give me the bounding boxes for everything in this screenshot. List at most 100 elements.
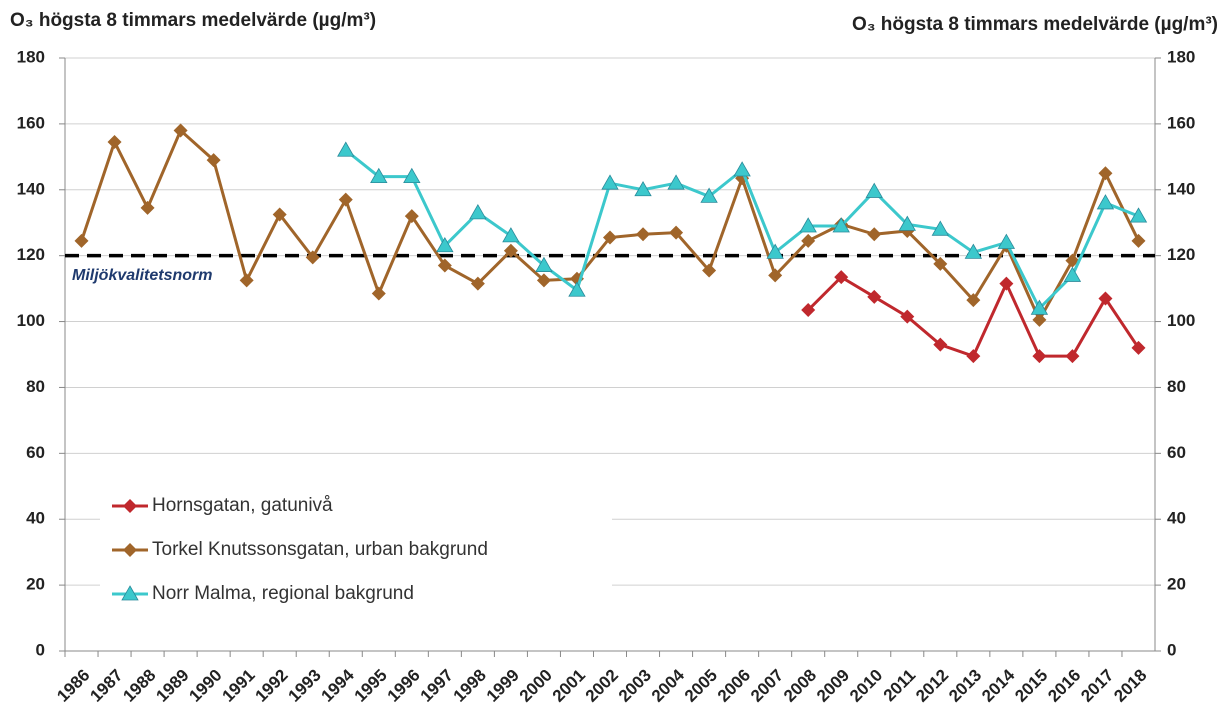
x-tick-label: 1989 [152, 666, 192, 706]
marker [338, 192, 353, 207]
marker [766, 243, 784, 259]
marker [834, 270, 849, 285]
x-tick-label: 1990 [185, 666, 225, 706]
y-tick-label: 80 [26, 377, 45, 396]
marker [123, 499, 137, 513]
marker [1131, 340, 1146, 355]
marker [107, 135, 122, 150]
x-tick-label: 1987 [86, 666, 126, 706]
x-tick-label: 1986 [53, 666, 93, 706]
marker [1063, 266, 1082, 282]
marker [702, 263, 717, 278]
marker [1032, 312, 1047, 327]
marker [966, 349, 981, 364]
x-tick-label: 2002 [582, 666, 622, 706]
marker [470, 276, 485, 291]
y-tick-label: 60 [26, 443, 45, 462]
x-tick-label: 1999 [483, 666, 523, 706]
marker [503, 243, 518, 258]
y2-tick-label: 160 [1167, 113, 1195, 132]
y2-tick-label: 80 [1167, 377, 1186, 396]
marker [1030, 299, 1049, 315]
marker [636, 227, 651, 242]
y2-tick-label: 40 [1167, 509, 1186, 528]
marker [173, 123, 188, 138]
marker [1032, 349, 1047, 364]
marker [867, 289, 882, 304]
y2-tick-label: 20 [1167, 575, 1186, 594]
marker [601, 174, 619, 190]
x-tick-label: 2011 [880, 666, 920, 706]
marker [931, 220, 949, 236]
x-tick-label: 2014 [978, 665, 1019, 706]
marker [867, 227, 882, 242]
legend: Hornsgatan, gatunivå Torkel Knutssonsgata… [100, 483, 612, 618]
y2-tick-label: 180 [1167, 47, 1195, 66]
marker [371, 286, 386, 301]
x-tick-label: 1993 [285, 666, 325, 706]
marker [997, 233, 1016, 249]
x-tick-label: 2001 [549, 666, 589, 706]
x-tick-label: 2016 [1044, 666, 1084, 706]
x-tick-label: 1996 [384, 666, 424, 706]
marker [469, 204, 487, 220]
marker [1098, 291, 1113, 306]
marker [669, 225, 684, 240]
y-tick-label: 100 [17, 311, 45, 330]
marker [964, 243, 983, 259]
marker [1098, 166, 1113, 181]
marker [733, 161, 751, 177]
legend-label: Norr Malma, regional bakgrund [152, 583, 414, 604]
x-tick-label: 1988 [119, 666, 159, 706]
x-tick-label: 2017 [1077, 666, 1117, 706]
x-tick-label: 2000 [516, 666, 556, 706]
marker [1065, 253, 1080, 268]
y-axis-title: O₃ högsta 8 timmars medelvärde (µg/m³) [10, 10, 376, 31]
legend-label: Hornsgatan, gatunivå [152, 495, 333, 516]
y2-tick-label: 140 [1167, 179, 1195, 198]
y-tick-label: 40 [26, 509, 45, 528]
series-line [807, 275, 1140, 359]
marker [206, 153, 221, 168]
marker [121, 585, 139, 601]
y2-tick-label: 100 [1167, 311, 1195, 330]
x-tick-label: 2006 [714, 666, 754, 706]
x-tick-label: 2007 [747, 666, 787, 706]
x-tick-label: 1991 [218, 666, 258, 706]
x-tick-label: 2015 [1011, 666, 1051, 706]
marker [865, 182, 883, 198]
marker [966, 293, 981, 308]
y-tick-label: 20 [26, 575, 45, 594]
marker [1129, 207, 1148, 223]
x-tick-label: 1994 [318, 665, 359, 706]
marker [801, 233, 816, 248]
y2-tick-label: 60 [1167, 443, 1186, 462]
marker [305, 250, 320, 265]
marker [404, 209, 419, 224]
marker [123, 543, 137, 557]
marker [933, 337, 948, 352]
marker [768, 268, 783, 283]
marker [933, 256, 948, 271]
legend-box [100, 483, 612, 618]
x-tick-label: 1997 [417, 666, 457, 706]
marker [437, 258, 452, 273]
marker [370, 167, 388, 183]
marker [900, 309, 915, 324]
y-tick-label: 160 [17, 113, 45, 132]
marker [700, 187, 718, 203]
reference-label: Miljökvalitetsnorm [72, 267, 212, 284]
x-tick-label: 2004 [648, 665, 689, 706]
marker [140, 200, 155, 215]
marker [999, 276, 1014, 291]
series-line [80, 127, 1140, 324]
x-tick-label: 2013 [945, 666, 985, 706]
marker [403, 167, 421, 183]
x-tick-label: 2012 [912, 666, 952, 706]
y-tick-label: 0 [36, 640, 45, 659]
marker [568, 281, 586, 297]
marker [74, 233, 89, 248]
x-tick-label: 2009 [813, 666, 853, 706]
x-tick-label: 1998 [450, 666, 490, 706]
